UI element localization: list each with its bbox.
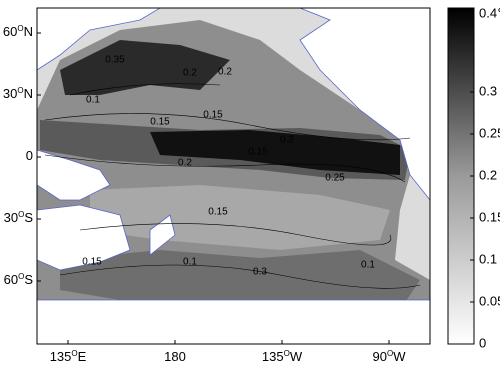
axis-tick-label: 135OW xyxy=(262,349,303,365)
contour-label: 0.2 xyxy=(178,158,192,169)
colorbar-tick-label: 0.1 xyxy=(479,251,497,266)
contour-labels: 0.35 0.1 0.2 0.2 0.15 0.15 0.2 0.2 0.15 0.25 0.15 0… xyxy=(82,55,375,278)
axis-tick-label: 30OS xyxy=(4,210,34,226)
colorbar-tick-label: 0.05 xyxy=(479,293,500,308)
tick-degree: O xyxy=(18,210,24,219)
contour-label: 0.1 xyxy=(361,260,375,271)
tick-number: 30 xyxy=(4,210,18,225)
tick-degree: O xyxy=(17,24,23,33)
tick-number: 135 xyxy=(262,349,284,364)
tick-degree: O xyxy=(17,86,23,95)
axis-tick-label: 30ON xyxy=(3,86,33,102)
axis-tick-label: 60OS xyxy=(4,272,34,288)
tick-number: 60 xyxy=(4,272,18,287)
contour-label: 0.15 xyxy=(203,110,223,121)
axis-tick-label: 180 xyxy=(164,349,186,364)
colorbar-tick-label: 0.4℃ xyxy=(479,5,500,20)
tick-hemisphere: W xyxy=(290,349,303,364)
tick-hemisphere: S xyxy=(24,272,33,287)
colorbar-tick-label: 0.2 xyxy=(479,167,497,182)
plot-frame xyxy=(36,7,431,345)
colorbar-tick-label: 0.15 xyxy=(479,209,500,224)
tick-number: 180 xyxy=(164,349,186,364)
axis-tick-label: 90OW xyxy=(373,349,407,365)
tick-hemisphere: S xyxy=(24,210,33,225)
contour-label: 0.35 xyxy=(105,55,125,66)
tick-degree: O xyxy=(71,349,77,358)
axis-tick-label: 0 xyxy=(26,148,33,163)
tick-hemisphere: N xyxy=(24,86,33,101)
colorbar-tick-label: 0.3 xyxy=(479,83,497,98)
contour-label: 0.1 xyxy=(183,257,197,268)
colorbar-tick-label: 0 xyxy=(479,335,486,350)
contour-label: 0.2 xyxy=(183,68,197,79)
tick-hemisphere: W xyxy=(393,349,406,364)
axis-tick-label: 60ON xyxy=(3,24,33,40)
tick-degree: O xyxy=(284,349,290,358)
tick-number: 60 xyxy=(3,24,17,39)
tick-number: 135 xyxy=(50,349,72,364)
contour-label: 0.15 xyxy=(82,257,102,268)
contour-label: 0.2 xyxy=(280,135,294,146)
contour-label: 0.15 xyxy=(248,147,268,158)
tick-hemisphere: E xyxy=(78,349,87,364)
colorbar xyxy=(447,7,475,345)
colorbar-tick-label: 0.25 xyxy=(479,125,500,140)
map-field xyxy=(37,8,430,344)
tick-number: 30 xyxy=(3,86,17,101)
tick-hemisphere: N xyxy=(24,24,33,39)
contour-label: 0.1 xyxy=(86,95,100,106)
tick-degree: O xyxy=(18,272,24,281)
axis-tick-label: 135OE xyxy=(50,349,87,365)
contour-label: 0.15 xyxy=(150,117,170,128)
contour-label: 0.15 xyxy=(208,207,228,218)
contour-label: 0.2 xyxy=(218,67,232,78)
tick-number: 90 xyxy=(373,349,387,364)
contour-label: 0.3 xyxy=(253,267,267,278)
tick-degree: O xyxy=(387,349,393,358)
contour-label: 0.25 xyxy=(325,173,345,184)
tick-number: 0 xyxy=(26,148,33,163)
